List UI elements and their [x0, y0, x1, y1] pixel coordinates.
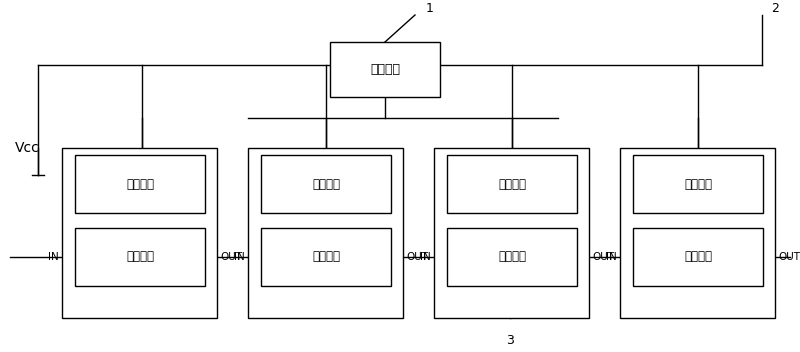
Text: 3: 3	[506, 333, 514, 346]
Text: IN: IN	[420, 252, 431, 262]
Text: 光源模块: 光源模块	[312, 251, 340, 264]
Text: IN: IN	[234, 252, 245, 262]
Text: 开关电路: 开关电路	[684, 177, 712, 190]
Bar	[620, 148, 775, 318]
Text: 开关电路: 开关电路	[312, 177, 340, 190]
Text: 2: 2	[771, 1, 779, 14]
Bar	[75, 155, 205, 213]
Text: OUT: OUT	[778, 252, 800, 262]
Text: 开关电路: 开关电路	[126, 177, 154, 190]
Text: 光源模块: 光源模块	[126, 251, 154, 264]
Text: IN: IN	[48, 252, 59, 262]
Bar	[330, 42, 440, 97]
Text: OUT: OUT	[220, 252, 242, 262]
Bar	[633, 155, 763, 213]
Text: OUT: OUT	[406, 252, 428, 262]
Text: IN: IN	[606, 252, 617, 262]
Text: 光源模块: 光源模块	[684, 251, 712, 264]
Text: 1: 1	[426, 1, 434, 14]
Text: OUT: OUT	[592, 252, 614, 262]
Text: 开关电路: 开关电路	[498, 177, 526, 190]
Bar	[261, 228, 391, 286]
Text: Vcc: Vcc	[15, 141, 40, 155]
Bar	[75, 228, 205, 286]
Bar	[434, 148, 589, 318]
Text: 光源模块: 光源模块	[498, 251, 526, 264]
Text: 控制模块: 控制模块	[370, 63, 400, 76]
Bar	[447, 155, 577, 213]
Bar	[248, 148, 403, 318]
Bar	[447, 228, 577, 286]
Bar	[62, 148, 217, 318]
Bar	[261, 155, 391, 213]
Bar	[633, 228, 763, 286]
